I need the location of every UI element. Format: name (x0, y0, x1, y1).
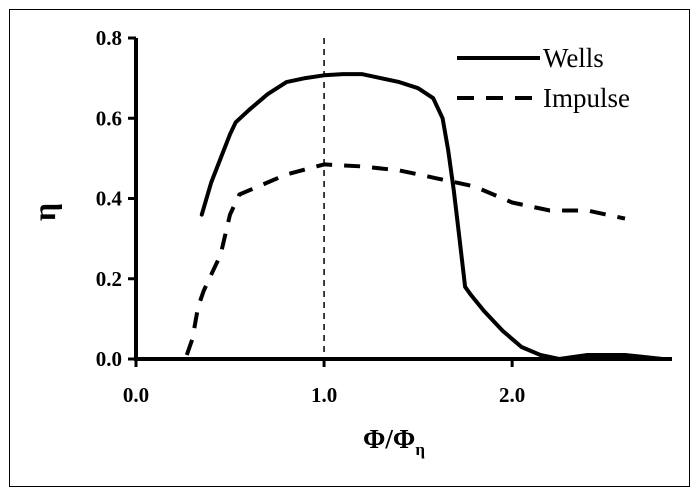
x-axis-label-main: Φ/Φ (363, 424, 415, 454)
y-tick-label: 0.0 (96, 347, 122, 371)
axis-ticks: 0.0 0.2 0.4 0.6 0.8 0.0 1.0 2.0 (96, 26, 526, 407)
y-axis-label: η (26, 203, 62, 221)
y-tick-label: 0.2 (96, 267, 122, 291)
series-line-wells (199, 72, 665, 361)
x-tick-label: 1.0 (311, 383, 337, 407)
plot-area (134, 38, 672, 361)
chart-frame (9, 9, 690, 487)
legend: Wells Impulse (457, 43, 630, 113)
y-tick-label: 0.4 (96, 187, 123, 211)
x-axis-label-subscript: η (415, 440, 425, 459)
series-line-impulse (184, 162, 626, 356)
x-tick-label: 2.0 (499, 383, 525, 407)
x-axis-label: Φ/Φη (363, 424, 425, 459)
legend-label-wells: Wells (543, 43, 604, 73)
y-tick-label: 0.8 (96, 26, 122, 50)
y-tick-label: 0.6 (96, 106, 122, 130)
legend-label-impulse: Impulse (543, 83, 630, 113)
x-tick-label: 0.0 (123, 383, 149, 407)
